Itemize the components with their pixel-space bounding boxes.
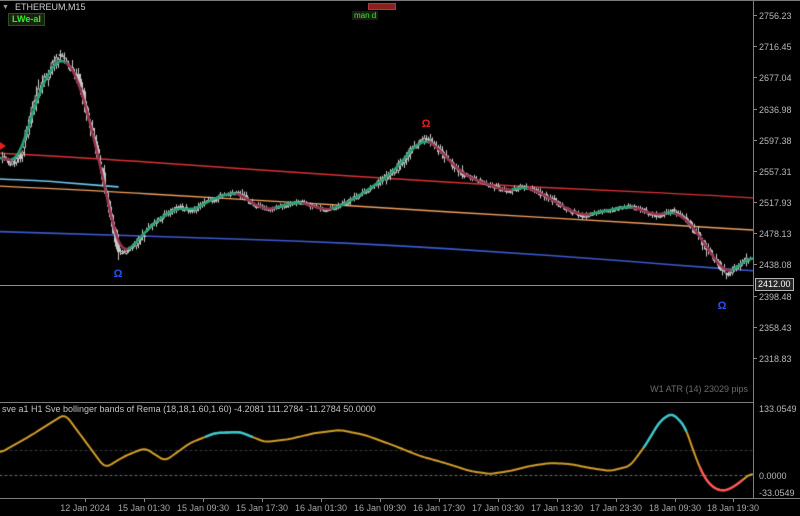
time-scale-label: 16 Jan 01:30 xyxy=(294,503,348,513)
time-tick xyxy=(733,499,734,502)
price-tick xyxy=(754,358,757,359)
time-tick xyxy=(262,499,263,502)
time-scale-label: 15 Jan 01:30 xyxy=(117,503,171,513)
price-tick xyxy=(754,201,757,203)
chart-dropdown-icon[interactable]: ▼ xyxy=(2,3,9,11)
time-scale[interactable]: 12 Jan 2024 15 Jan 01:30 15 Jan 09:30 15 Ja… xyxy=(0,499,800,516)
main-chart-area[interactable]: ▼ ETHEREUM,M15 LWe-al man d W1 ATR (14) … xyxy=(0,1,753,402)
time-tick xyxy=(321,499,322,502)
time-scale-label: 15 Jan 17:30 xyxy=(235,503,289,513)
price-scale-label: 2557.31 xyxy=(759,166,792,177)
price-scale-label: 2318.83 xyxy=(759,354,792,364)
news-marker-bar xyxy=(368,3,396,10)
price-scale[interactable]: 2412.00 2756.23 2716.45 2677.04 2636.98 2597… xyxy=(753,1,800,498)
price-tick xyxy=(754,46,757,48)
oscillator-scale-label: 0.0000 xyxy=(759,471,787,481)
time-tick xyxy=(675,499,676,502)
time-tick xyxy=(498,499,499,502)
sell-signal-omega: Ω xyxy=(421,118,431,130)
price-scale-label: 2398.48 xyxy=(759,291,792,302)
price-tick xyxy=(754,170,757,172)
time-tick xyxy=(439,499,440,502)
indicator-title: sve a1 H1 Sve bollinger bands of Rema (1… xyxy=(2,404,376,414)
price-tick xyxy=(754,139,757,141)
indicator-tag-label: LWe-al xyxy=(8,13,45,26)
atr-watermark: W1 ATR (14) 23029 pips xyxy=(650,384,748,394)
time-tick xyxy=(144,499,145,502)
time-scale-label: 18 Jan 19:30 xyxy=(706,503,760,513)
time-scale-label: 17 Jan 13:30 xyxy=(530,503,584,513)
price-scale-label: 2756.23 xyxy=(759,11,792,21)
buy-signal-omega-2: Ω xyxy=(717,300,727,312)
time-tick xyxy=(557,499,558,502)
chart-title-row: ▼ ETHEREUM,M15 xyxy=(2,2,85,12)
price-scale-label: 2636.98 xyxy=(759,104,792,115)
time-scale-label: 18 Jan 09:30 xyxy=(648,503,702,513)
price-scale-label: 2597.38 xyxy=(759,135,792,146)
price-tick xyxy=(754,264,757,266)
panel-separator-bottom[interactable] xyxy=(0,498,800,499)
price-tick xyxy=(754,108,757,110)
price-scale-label: 2716.45 xyxy=(759,42,792,53)
indicator-panel[interactable]: sve a1 H1 Sve bollinger bands of Rema (1… xyxy=(0,403,753,498)
price-tick xyxy=(754,233,757,235)
price-tick xyxy=(754,15,757,16)
time-tick xyxy=(380,499,381,502)
current-price-tag: 2412.00 xyxy=(755,277,794,291)
price-scale-label: 2438.08 xyxy=(759,260,792,271)
time-scale-label: 16 Jan 17:30 xyxy=(412,503,466,513)
price-tick xyxy=(754,77,757,79)
time-scale-label: 17 Jan 03:30 xyxy=(471,503,525,513)
oscillator-scale-label: 133.0549 xyxy=(759,404,797,415)
time-tick xyxy=(85,499,86,502)
time-tick xyxy=(203,499,204,502)
price-tick xyxy=(754,295,757,297)
top-center-label: man d xyxy=(352,11,379,20)
time-scale-label: 16 Jan 09:30 xyxy=(353,503,407,513)
current-price-line xyxy=(0,284,753,286)
price-scale-label: 2517.93 xyxy=(759,197,792,208)
time-tick xyxy=(616,499,617,502)
chart-symbol-title: ETHEREUM,M15 xyxy=(14,2,86,12)
price-tick xyxy=(754,326,757,328)
price-scale-label: 2478.13 xyxy=(759,229,792,240)
price-chart-canvas[interactable] xyxy=(0,1,753,402)
buy-signal-omega-1: Ω xyxy=(113,268,123,280)
time-scale-label: 15 Jan 09:30 xyxy=(176,503,230,513)
price-scale-label: 2358.43 xyxy=(759,322,792,333)
oscillator-canvas[interactable] xyxy=(0,403,753,498)
time-scale-label: 17 Jan 23:30 xyxy=(589,503,643,513)
oscillator-scale-label: -33.0549 xyxy=(759,487,795,498)
panel-separator-top[interactable] xyxy=(0,402,800,403)
time-scale-label: 12 Jan 2024 xyxy=(60,503,110,513)
price-scale-label: 2677.04 xyxy=(759,73,792,84)
